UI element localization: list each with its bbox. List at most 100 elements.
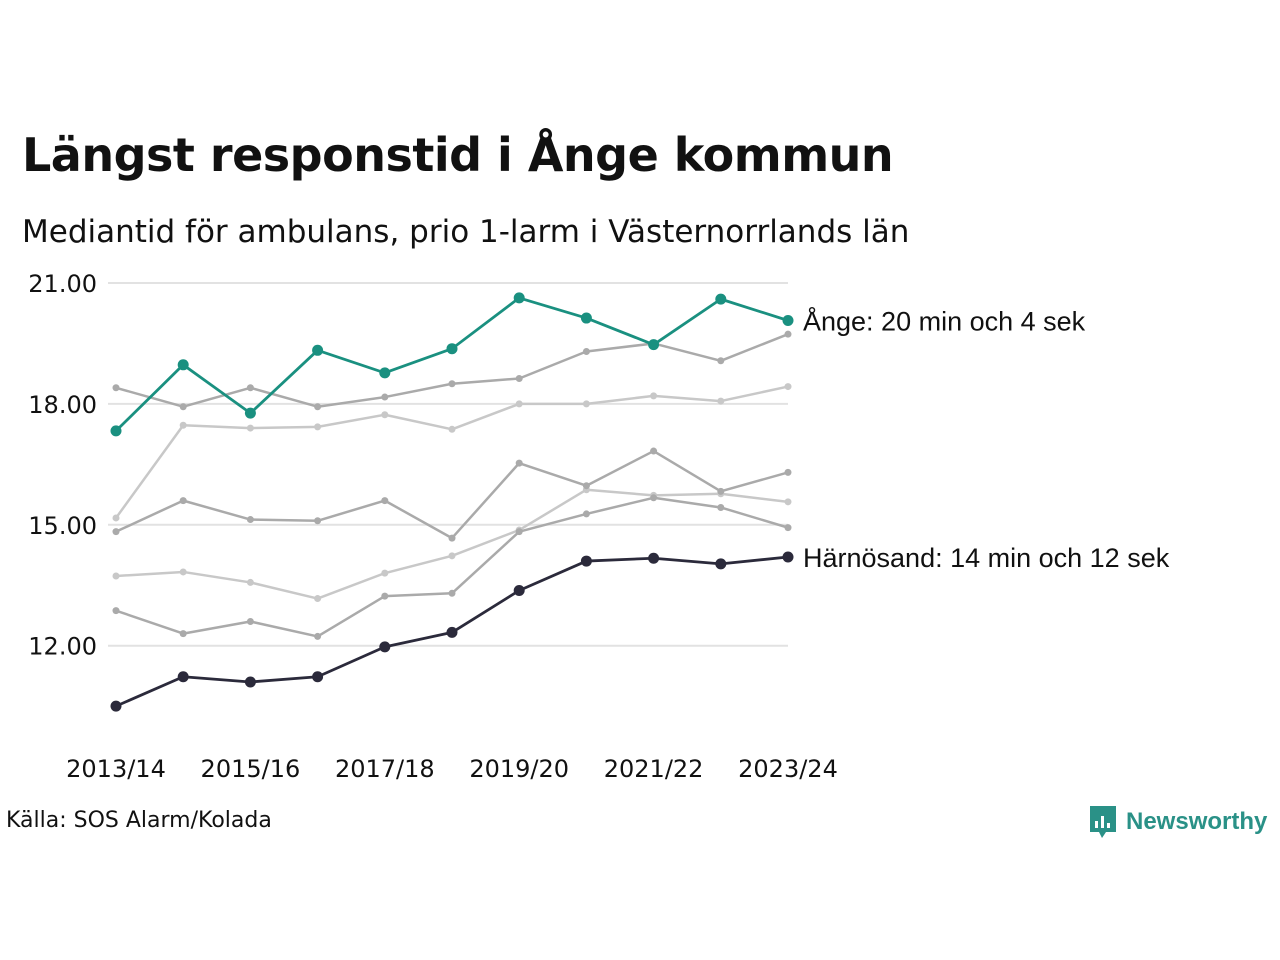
data-point	[580, 555, 592, 567]
series-line	[112, 447, 792, 542]
x-tick-label: 2013/14	[66, 755, 166, 783]
data-point	[448, 425, 456, 433]
data-point	[784, 524, 792, 532]
y-tick-label: 15.00	[28, 512, 97, 540]
data-point	[314, 595, 322, 603]
brand-name: Newsworthy	[1126, 808, 1268, 835]
data-point	[179, 630, 187, 638]
chart-subtitle: Mediantid för ambulans, prio 1-larm i Vä…	[22, 214, 910, 250]
data-point	[246, 384, 254, 392]
data-point	[582, 510, 590, 518]
data-point	[582, 400, 590, 408]
data-point	[179, 403, 187, 411]
data-point	[448, 589, 456, 597]
data-point	[314, 517, 322, 525]
data-point	[582, 482, 590, 490]
data-point	[112, 528, 120, 536]
newsworthy-logo-icon	[1090, 806, 1116, 838]
data-point	[717, 487, 725, 495]
data-point	[717, 357, 725, 365]
data-point	[379, 641, 391, 653]
data-point	[244, 407, 256, 419]
data-point	[515, 459, 523, 467]
data-point	[715, 558, 727, 570]
data-point	[179, 568, 187, 576]
x-tick-label: 2023/24	[738, 755, 838, 783]
data-point	[784, 383, 792, 391]
data-point	[381, 592, 389, 600]
data-point	[177, 671, 189, 683]
data-point	[381, 497, 389, 505]
data-point	[648, 339, 660, 351]
data-point	[314, 423, 322, 431]
data-point	[650, 392, 658, 400]
data-point	[782, 314, 794, 326]
series-path	[115, 488, 789, 600]
data-point	[314, 632, 322, 640]
x-tick-label: 2021/22	[604, 755, 704, 783]
annotation-ånge: Ånge: 20 min och 4 sek	[803, 305, 1086, 336]
data-point	[381, 411, 389, 419]
data-point	[177, 359, 189, 371]
data-point	[513, 292, 525, 304]
data-point	[381, 393, 389, 401]
data-point	[650, 447, 658, 455]
data-point	[110, 700, 122, 712]
data-point	[582, 348, 590, 356]
brand: Newsworthy	[1088, 804, 1267, 840]
series-path	[115, 296, 789, 432]
data-point	[717, 503, 725, 511]
y-axis-labels: 21.00 18.00 15.00 12.00	[28, 270, 97, 661]
x-axis-labels: 2013/14 2015/16 2017/18 2019/20 2021/22 2023/…	[66, 755, 838, 783]
data-point	[515, 528, 523, 536]
data-point	[246, 516, 254, 524]
series-line	[112, 494, 792, 640]
series-path	[114, 385, 789, 519]
series-annotations: Ånge: 20 min och 4 sek Härnösand: 14 min …	[803, 305, 1170, 573]
data-point	[515, 400, 523, 408]
series-härnösand	[110, 551, 794, 712]
data-point	[446, 626, 458, 638]
data-point	[784, 498, 792, 506]
data-point	[112, 607, 120, 615]
data-point	[448, 552, 456, 560]
x-tick-label: 2015/16	[201, 755, 301, 783]
data-point	[448, 534, 456, 542]
data-point	[513, 584, 525, 596]
data-point	[112, 384, 120, 392]
data-point	[717, 397, 725, 405]
series-path	[115, 496, 789, 638]
series-ånge	[110, 292, 794, 437]
annotation-härnösand: Härnösand: 14 min och 12 sek	[803, 543, 1170, 573]
series-lines	[110, 292, 794, 712]
data-point	[179, 497, 187, 505]
y-tick-label: 21.00	[28, 270, 97, 298]
series-line	[112, 383, 792, 522]
data-point	[784, 330, 792, 338]
chart-title: Längst responstid i Ånge kommun	[22, 128, 894, 182]
data-point	[448, 380, 456, 388]
data-point	[246, 618, 254, 626]
data-point	[580, 312, 592, 324]
data-point	[244, 676, 256, 688]
data-point	[379, 367, 391, 379]
data-point	[648, 552, 660, 564]
x-tick-label: 2017/18	[335, 755, 435, 783]
y-tick-label: 12.00	[28, 633, 97, 661]
gridlines	[108, 282, 788, 647]
data-point	[715, 293, 727, 305]
data-point	[246, 424, 254, 432]
data-point	[312, 671, 324, 683]
data-point	[312, 344, 324, 356]
data-point	[179, 421, 187, 429]
data-point	[110, 425, 122, 437]
data-point	[515, 375, 523, 383]
x-tick-label: 2019/20	[469, 755, 569, 783]
data-point	[782, 551, 794, 563]
data-point	[650, 494, 658, 502]
source-note: Källa: SOS Alarm/Kolada	[6, 808, 272, 833]
data-point	[784, 468, 792, 476]
data-point	[446, 343, 458, 355]
data-point	[381, 569, 389, 577]
